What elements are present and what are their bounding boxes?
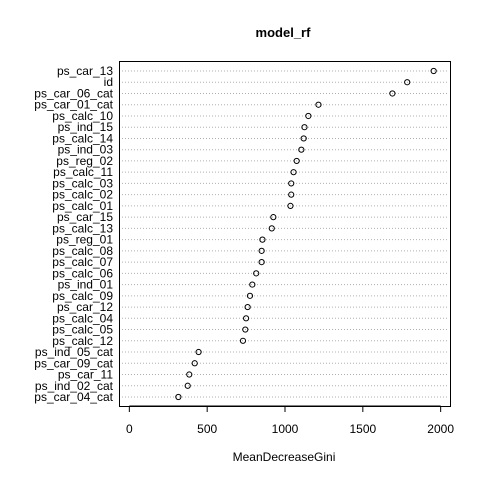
- category-label: ps_calc_10: [52, 109, 113, 123]
- x-tick-label: 0: [126, 422, 133, 436]
- data-point: [430, 67, 437, 75]
- data-points: [175, 67, 437, 401]
- data-point: [288, 191, 295, 198]
- data-point: [258, 247, 265, 254]
- data-point: [259, 236, 266, 243]
- data-point: [239, 337, 247, 344]
- category-label: ps_calc_03: [52, 176, 113, 190]
- category-label: ps_calc_06: [52, 266, 113, 280]
- category-label: ps_calc_14: [52, 131, 113, 145]
- data-point: [249, 281, 256, 288]
- category-label: ps_reg_01: [56, 233, 113, 247]
- category-label: ps_calc_08: [52, 244, 113, 258]
- category-label: ps_ind_05_cat: [35, 345, 114, 359]
- category-label: ps_calc_07: [52, 255, 113, 269]
- category-label: ps_ind_03: [58, 143, 114, 157]
- data-point: [186, 371, 193, 378]
- data-point: [300, 135, 307, 142]
- category-label: ps_calc_04: [52, 311, 113, 325]
- category-label: ps_ind_02_cat: [35, 379, 114, 393]
- data-point: [301, 124, 308, 131]
- plot-frame: [119, 61, 451, 407]
- category-label: ps_calc_13: [52, 221, 113, 235]
- data-point: [191, 360, 198, 367]
- category-label: ps_calc_12: [52, 334, 113, 348]
- category-label: ps_ind_01: [58, 278, 114, 292]
- data-point: [268, 225, 275, 232]
- category-label: ps_car_09_cat: [34, 356, 113, 370]
- data-point: [244, 303, 251, 311]
- category-label: ps_ind_15: [58, 120, 114, 134]
- chart-title: model_rf: [256, 25, 312, 40]
- category-label: ps_car_11: [58, 368, 113, 382]
- x-tick-label: 2000: [427, 422, 454, 436]
- x-axis-label: MeanDecreaseGini: [233, 450, 336, 464]
- category-label: ps_car_15: [57, 210, 113, 224]
- data-point: [253, 270, 260, 277]
- data-point: [293, 157, 300, 165]
- category-label: ps_car_06_cat: [34, 86, 113, 100]
- category-labels: ps_car_13idps_car_06_catps_car_01_catps_…: [34, 64, 113, 404]
- data-point: [175, 393, 182, 401]
- data-point: [404, 79, 411, 86]
- data-point: [287, 202, 294, 209]
- data-point: [184, 382, 191, 389]
- category-label: ps_reg_02: [56, 154, 113, 168]
- x-tick-label: 1000: [272, 422, 299, 436]
- category-label: id: [104, 75, 113, 89]
- category-label: ps_calc_02: [52, 188, 113, 202]
- data-point: [315, 101, 322, 108]
- data-point: [389, 90, 396, 97]
- category-label: ps_calc_11: [53, 165, 113, 179]
- data-point: [246, 292, 254, 299]
- data-point: [298, 146, 305, 153]
- data-point: [242, 326, 249, 333]
- data-point: [242, 315, 250, 322]
- category-label: ps_car_01_cat: [34, 98, 113, 112]
- category-label: ps_calc_05: [52, 323, 113, 337]
- data-point: [258, 259, 265, 266]
- data-point: [270, 214, 277, 221]
- category-label: ps_car_13: [57, 64, 113, 78]
- category-label: ps_calc_09: [52, 289, 113, 303]
- x-axis: 0 500 1000 1500 2000: [126, 405, 454, 436]
- data-point: [290, 169, 297, 176]
- data-point: [288, 180, 295, 187]
- data-point: [195, 348, 202, 356]
- category-label: ps_calc_01: [52, 199, 113, 213]
- category-label: ps_car_12: [57, 300, 113, 314]
- grid-lines: [122, 70, 448, 398]
- x-tick-label: 500: [197, 422, 217, 436]
- x-tick-label: 1500: [349, 422, 376, 436]
- category-label: ps_car_04_cat: [34, 390, 113, 404]
- data-point: [305, 112, 312, 120]
